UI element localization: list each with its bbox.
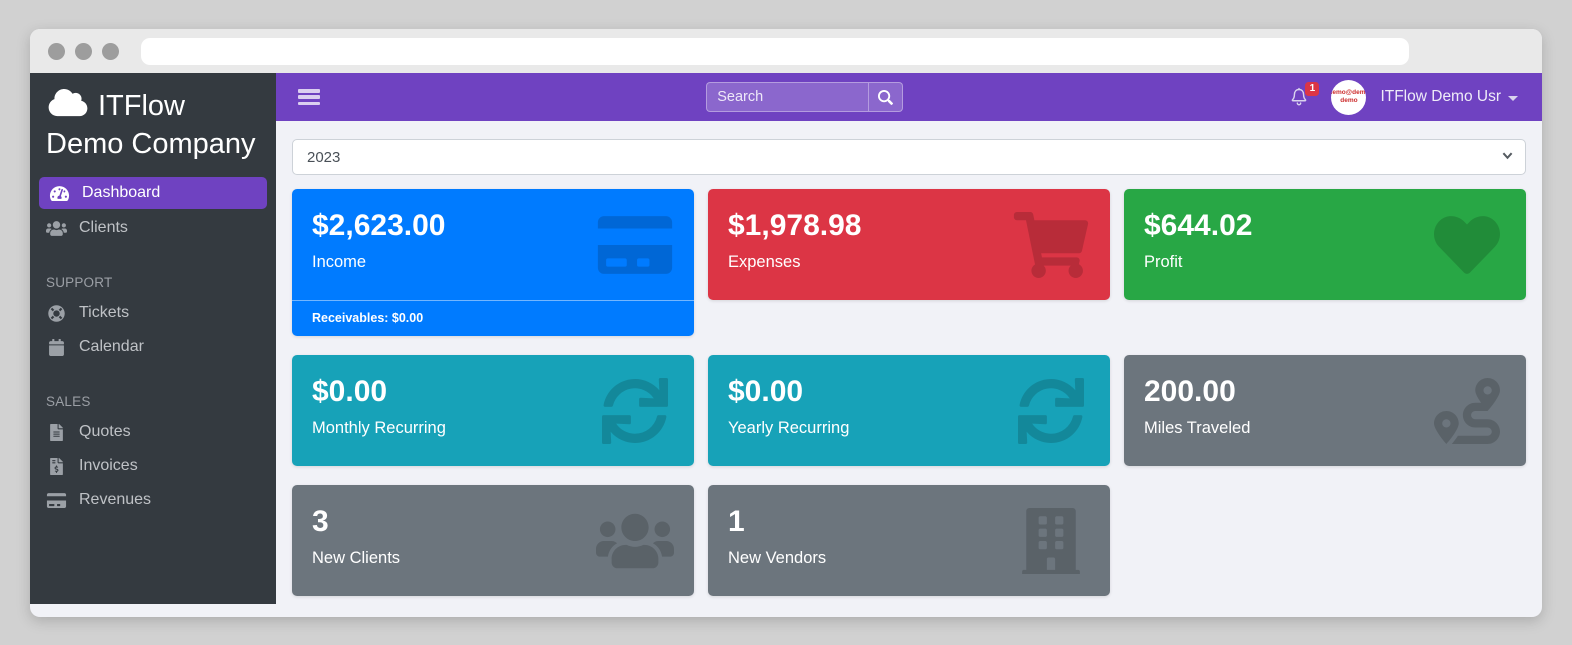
card-body: 3 New Clients: [292, 485, 694, 596]
notification-badge: 1: [1305, 82, 1320, 96]
expenses-label: Expenses: [728, 253, 801, 271]
expenses-value: $1,978.98: [728, 209, 862, 242]
new-vendors-label: New Vendors: [728, 549, 827, 567]
sidebar-item-label: Invoices: [79, 457, 138, 475]
card-body: 200.00 Miles Traveled: [1124, 355, 1526, 466]
sync-icon: [1012, 378, 1090, 444]
browser-chrome-bar: [30, 29, 1542, 73]
sidebar-item-clients[interactable]: Clients: [30, 211, 276, 245]
year-select[interactable]: 2023: [292, 139, 1526, 175]
stat-card-income[interactable]: $2,623.00 Income Receivables: $0.00: [292, 189, 694, 336]
sidebar-item-label: Tickets: [79, 304, 130, 322]
card-body: $0.00 Monthly Recurring: [292, 355, 694, 466]
income-value: $2,623.00: [312, 209, 446, 242]
user-name: ITFlow Demo Usr: [1380, 88, 1502, 105]
stat-card-miles-traveled[interactable]: 200.00 Miles Traveled: [1124, 355, 1526, 466]
brand-logo[interactable]: ITFlow Demo Company: [30, 73, 276, 169]
sidebar: ITFlow Demo Company Dashboard Clients SU…: [30, 73, 276, 604]
yearly-recurring-value: $0.00: [728, 375, 804, 408]
life-ring-icon: [46, 305, 67, 322]
heart-icon: [1428, 212, 1506, 278]
yearly-recurring-label: Yearly Recurring: [728, 419, 850, 437]
profit-label: Profit: [1144, 253, 1183, 271]
search-group: [706, 82, 904, 112]
miles-traveled-label: Miles Traveled: [1144, 419, 1251, 437]
address-bar[interactable]: [141, 37, 1409, 65]
window-control-button[interactable]: [75, 42, 92, 60]
income-receivables: Receivables: $0.00: [292, 300, 694, 336]
card-body: $0.00 Yearly Recurring: [708, 355, 1110, 466]
credit-card-icon: [596, 212, 674, 278]
sidebar-item-calendar[interactable]: Calendar: [30, 330, 276, 364]
top-navbar: 1 demo@demo demo ITFlow Demo Usr: [276, 73, 1542, 121]
navbar-right-group: 1 demo@demo demo ITFlow Demo Usr: [1289, 79, 1519, 115]
card-body: $1,978.98 Expenses: [708, 189, 1110, 300]
app-root: ITFlow Demo Company Dashboard Clients SU…: [30, 73, 1542, 604]
monthly-recurring-value: $0.00: [312, 375, 388, 408]
stat-card-new-vendors[interactable]: 1 New Vendors: [708, 485, 1110, 596]
building-icon: [1012, 508, 1090, 574]
avatar[interactable]: demo@demo demo: [1331, 79, 1367, 115]
hamburger-menu-icon[interactable]: [298, 89, 320, 105]
search-button[interactable]: [868, 82, 904, 112]
browser-window: ITFlow Demo Company Dashboard Clients SU…: [30, 29, 1542, 617]
sync-icon: [596, 378, 674, 444]
sidebar-item-label: Calendar: [79, 338, 144, 356]
users-icon: [46, 220, 67, 237]
credit-card-icon: [46, 492, 67, 509]
stat-card-expenses[interactable]: $1,978.98 Expenses: [708, 189, 1110, 300]
tachometer-icon: [49, 185, 70, 202]
sidebar-nav: Dashboard Clients SUPPORT Tickets Calend…: [30, 177, 276, 517]
stat-card-yearly-recurring[interactable]: $0.00 Yearly Recurring: [708, 355, 1110, 466]
sidebar-item-label: Quotes: [79, 423, 131, 441]
user-dropdown[interactable]: ITFlow Demo Usr: [1380, 88, 1519, 106]
sidebar-item-revenues[interactable]: Revenues: [30, 483, 276, 517]
sidebar-item-label: Dashboard: [82, 184, 161, 202]
users-icon: [596, 508, 674, 574]
year-filter: 2023: [292, 139, 1526, 175]
new-vendors-value: 1: [728, 505, 745, 538]
new-clients-label: New Clients: [312, 549, 401, 567]
main-area: 1 demo@demo demo ITFlow Demo Usr 2023: [276, 73, 1542, 604]
notifications-button[interactable]: 1: [1289, 82, 1320, 107]
sidebar-item-quotes[interactable]: Quotes: [30, 415, 276, 449]
route-icon: [1428, 378, 1506, 444]
stat-cards-grid: $2,623.00 Income Receivables: $0.00 $1,9…: [292, 189, 1526, 596]
monthly-recurring-label: Monthly Recurring: [312, 419, 446, 437]
brand-name: ITFlow Demo Company: [46, 90, 256, 160]
search-input[interactable]: [706, 82, 869, 112]
new-clients-value: 3: [312, 505, 329, 538]
stat-card-new-clients[interactable]: 3 New Clients: [292, 485, 694, 596]
chevron-down-icon: [1508, 95, 1519, 101]
window-control-button[interactable]: [102, 42, 119, 60]
sidebar-item-label: Revenues: [79, 491, 152, 509]
file-quote-icon: [46, 424, 67, 441]
card-body: $2,623.00 Income: [292, 189, 694, 300]
sidebar-item-dashboard[interactable]: Dashboard: [39, 177, 267, 210]
sidebar-item-invoices[interactable]: Invoices: [30, 449, 276, 483]
window-control-button[interactable]: [48, 42, 65, 60]
stat-card-profit[interactable]: $644.02 Profit: [1124, 189, 1526, 300]
search-icon: [878, 90, 893, 105]
sidebar-section-sales: SALES: [46, 394, 91, 410]
sidebar-item-tickets[interactable]: Tickets: [30, 296, 276, 330]
shopping-cart-icon: [1012, 212, 1090, 278]
income-label: Income: [312, 253, 367, 271]
sidebar-section-support: SUPPORT: [46, 275, 113, 291]
cloud-icon: [46, 87, 90, 118]
card-body: $644.02 Profit: [1124, 189, 1526, 300]
window-controls: [48, 42, 119, 60]
card-body: 1 New Vendors: [708, 485, 1110, 596]
calendar-icon: [46, 339, 67, 356]
stat-card-monthly-recurring[interactable]: $0.00 Monthly Recurring: [292, 355, 694, 466]
dashboard-content: 2023 $2,623.00 Income Receivables: $0.00: [276, 121, 1542, 604]
sidebar-item-label: Clients: [79, 219, 128, 237]
avatar-text: demo@demo demo: [1331, 88, 1366, 104]
profit-value: $644.02: [1144, 209, 1253, 242]
miles-traveled-value: 200.00: [1144, 375, 1236, 408]
file-invoice-dollar-icon: [46, 458, 67, 475]
